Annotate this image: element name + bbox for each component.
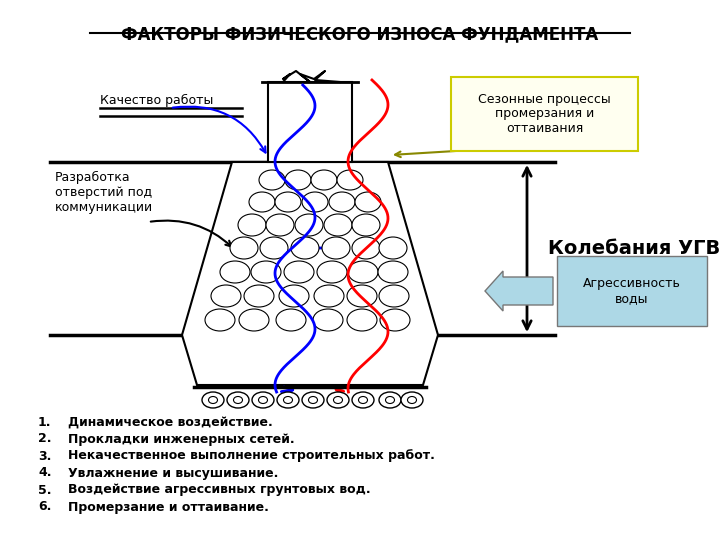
Ellipse shape — [202, 392, 224, 408]
Text: 6.: 6. — [38, 501, 51, 514]
Polygon shape — [182, 162, 438, 385]
Ellipse shape — [311, 170, 337, 190]
Ellipse shape — [380, 309, 410, 331]
Text: Разработка
отверстий под
коммуникации: Разработка отверстий под коммуникации — [55, 171, 153, 213]
Text: Колебания УГВ: Колебания УГВ — [548, 239, 720, 258]
Ellipse shape — [239, 309, 269, 331]
Ellipse shape — [352, 392, 374, 408]
Text: Увлажнение и высушивание.: Увлажнение и высушивание. — [68, 467, 279, 480]
Ellipse shape — [324, 214, 352, 236]
Ellipse shape — [220, 261, 250, 283]
Text: Промерзание и оттаивание.: Промерзание и оттаивание. — [68, 501, 269, 514]
Ellipse shape — [352, 214, 380, 236]
Ellipse shape — [285, 170, 311, 190]
Ellipse shape — [258, 396, 268, 403]
Ellipse shape — [260, 237, 288, 259]
Ellipse shape — [233, 396, 243, 403]
Ellipse shape — [302, 192, 328, 212]
Text: Динамическое воздействие.: Динамическое воздействие. — [68, 415, 273, 429]
FancyBboxPatch shape — [451, 77, 638, 151]
Ellipse shape — [275, 192, 301, 212]
FancyArrow shape — [485, 271, 553, 311]
Ellipse shape — [244, 285, 274, 307]
Ellipse shape — [230, 237, 258, 259]
Ellipse shape — [277, 392, 299, 408]
Ellipse shape — [359, 396, 367, 403]
Ellipse shape — [279, 285, 309, 307]
Ellipse shape — [352, 237, 380, 259]
Ellipse shape — [291, 237, 319, 259]
Ellipse shape — [251, 261, 281, 283]
Text: Воздействие агрессивных грунтовых вод.: Воздействие агрессивных грунтовых вод. — [68, 483, 371, 496]
Ellipse shape — [227, 392, 249, 408]
Ellipse shape — [355, 192, 381, 212]
Ellipse shape — [238, 214, 266, 236]
Ellipse shape — [317, 261, 347, 283]
Text: 4.: 4. — [38, 467, 52, 480]
Ellipse shape — [333, 396, 343, 403]
Ellipse shape — [348, 261, 378, 283]
Text: Прокладки инженерных сетей.: Прокладки инженерных сетей. — [68, 433, 294, 446]
Ellipse shape — [322, 237, 350, 259]
Text: 2.: 2. — [38, 433, 52, 446]
Text: ФАКТОРЫ ФИЗИЧЕСКОГО ИЗНОСА ФУНДАМЕНТА: ФАКТОРЫ ФИЗИЧЕСКОГО ИЗНОСА ФУНДАМЕНТА — [122, 25, 598, 43]
Ellipse shape — [276, 309, 306, 331]
Ellipse shape — [284, 396, 292, 403]
Ellipse shape — [313, 309, 343, 331]
Ellipse shape — [266, 214, 294, 236]
Ellipse shape — [329, 192, 355, 212]
Ellipse shape — [209, 396, 217, 403]
Text: 5.: 5. — [38, 483, 52, 496]
Ellipse shape — [378, 261, 408, 283]
FancyBboxPatch shape — [557, 256, 707, 326]
Ellipse shape — [347, 309, 377, 331]
Text: Агрессивность
воды: Агрессивность воды — [583, 277, 681, 305]
Ellipse shape — [379, 237, 407, 259]
Ellipse shape — [408, 396, 416, 403]
Ellipse shape — [302, 392, 324, 408]
Ellipse shape — [284, 261, 314, 283]
Ellipse shape — [347, 285, 377, 307]
Text: Качество работы: Качество работы — [100, 93, 213, 106]
Text: 3.: 3. — [38, 449, 51, 462]
Ellipse shape — [337, 170, 363, 190]
Ellipse shape — [327, 392, 349, 408]
Text: 1.: 1. — [38, 415, 52, 429]
Ellipse shape — [401, 392, 423, 408]
Text: Некачественное выполнение строительных работ.: Некачественное выполнение строительных р… — [68, 449, 435, 462]
Ellipse shape — [211, 285, 241, 307]
Ellipse shape — [379, 392, 401, 408]
Ellipse shape — [308, 396, 318, 403]
Ellipse shape — [205, 309, 235, 331]
Polygon shape — [268, 82, 352, 162]
Ellipse shape — [252, 392, 274, 408]
Ellipse shape — [249, 192, 275, 212]
Ellipse shape — [379, 285, 409, 307]
Ellipse shape — [314, 285, 344, 307]
Ellipse shape — [385, 396, 395, 403]
Text: Сезонные процессы
промерзания и
оттаивания: Сезонные процессы промерзания и оттаиван… — [478, 92, 611, 136]
Ellipse shape — [259, 170, 285, 190]
Ellipse shape — [295, 214, 323, 236]
